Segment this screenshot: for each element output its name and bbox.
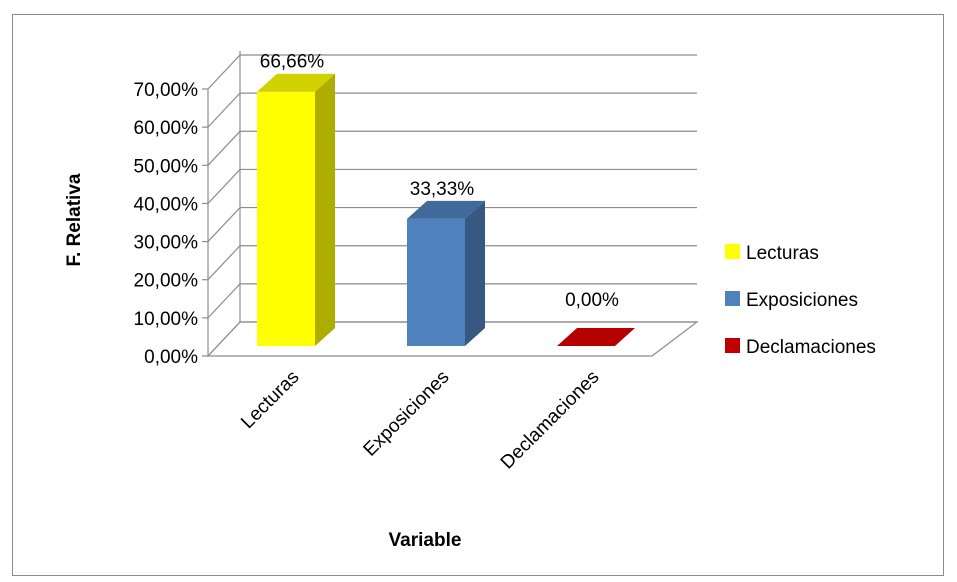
bar-side [465, 200, 485, 346]
x-category-label: Lecturas [237, 367, 303, 433]
legend-swatch [725, 338, 740, 353]
y-tick-label: 10,00% [134, 309, 199, 330]
legend-label: Lecturas [746, 243, 819, 264]
gridline [207, 283, 697, 319]
bar-top [407, 200, 485, 219]
bar-side [315, 73, 335, 346]
bar-exposiciones [407, 200, 485, 346]
gridline [207, 54, 697, 90]
bar-front [257, 91, 315, 346]
data-label: 33,33% [410, 179, 475, 200]
gridline [207, 245, 697, 281]
chart-walls [206, 51, 699, 357]
legend: Lecturas Exposiciones Declamaciones [725, 243, 876, 358]
y-axis-title: F. Relativa [64, 173, 85, 266]
gridline [207, 130, 697, 166]
gridlines [202, 54, 697, 357]
gridline [207, 168, 697, 204]
bar-top [257, 73, 335, 92]
legend-swatch [725, 244, 740, 259]
gridline [207, 92, 697, 128]
y-tick-label: 60,00% [134, 118, 199, 139]
bar-top [557, 328, 635, 346]
legend-swatch [725, 291, 740, 306]
bar-declamaciones [557, 328, 635, 346]
y-tick-label: 50,00% [134, 156, 199, 177]
floor-plane [206, 321, 699, 357]
x-category-label: Declamaciones [497, 367, 604, 474]
x-axis-title: Variable [389, 530, 462, 551]
y-tick-label: 30,00% [134, 233, 199, 254]
y-tick-label: 0,00% [144, 347, 198, 368]
x-category-label: Exposiciones [360, 367, 454, 461]
y-tick-label: 70,00% [134, 80, 199, 101]
data-label: 0,00% [565, 290, 619, 311]
data-labels: 66,66% 33,33% 0,00% [260, 52, 619, 311]
bar-lecturas [257, 73, 335, 346]
legend-label: Declamaciones [746, 337, 876, 358]
data-label: 66,66% [260, 52, 325, 73]
bar-front [407, 218, 465, 346]
bars [257, 73, 635, 346]
x-axis-category-labels: Lecturas Exposiciones Declamaciones [237, 367, 603, 474]
y-axis-tick-labels: 0,00% 10,00% 20,00% 30,00% 40,00% 50,00% 60,00… [134, 80, 199, 368]
y-tick-label: 20,00% [134, 271, 199, 292]
legend-label: Exposiciones [746, 290, 858, 311]
y-tick-label: 40,00% [134, 194, 199, 215]
gridline [207, 206, 697, 242]
